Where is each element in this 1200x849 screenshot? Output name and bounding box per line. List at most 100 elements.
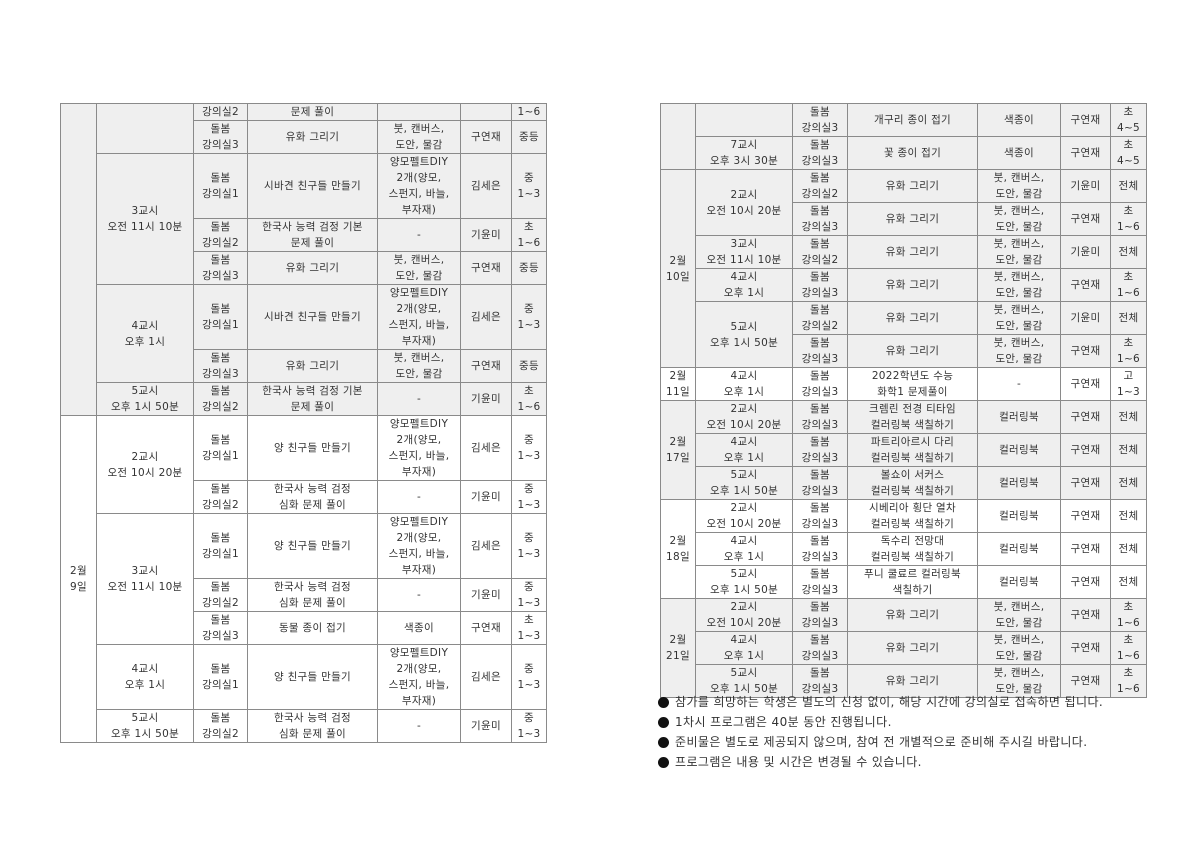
program-cell: 크렘린 전경 티타임 컬러링북 색칠하기	[847, 400, 978, 434]
materials-cell: 붓, 캔버스, 도안, 물감	[977, 631, 1061, 665]
program-cell: 한국사 능력 검정 기본 문제 풀이	[247, 382, 378, 416]
target-cell: 초 1~6	[511, 218, 547, 252]
program-cell: 문제 풀이	[247, 103, 378, 121]
target-cell: 전체	[1110, 466, 1147, 500]
period-cell	[695, 103, 793, 137]
period-cell: 5교시 오후 1시 50분	[695, 565, 793, 599]
program-cell: 시바견 친구들 만들기	[247, 284, 378, 350]
room-cell: 돌봄 강의실3	[792, 367, 848, 401]
teacher-cell: 구연재	[460, 120, 512, 154]
room-cell: 돌봄 강의실3	[792, 499, 848, 533]
materials-cell: 붓, 캔버스, 도안, 물감	[977, 202, 1061, 236]
target-cell: 중 1~3	[511, 153, 547, 219]
room-cell: 돌봄 강의실1	[193, 644, 248, 710]
room-cell: 돌봄 강의실3	[792, 664, 848, 698]
teacher-cell: 구연재	[1060, 433, 1111, 467]
program-cell: 개구리 종이 접기	[847, 103, 978, 137]
room-cell: 돌봄 강의실1	[193, 284, 248, 350]
target-cell: 초 1~6	[1110, 664, 1147, 698]
target-cell: 중 1~3	[511, 415, 547, 481]
table-row: 돌봄 강의실2 한국사 능력 검정 심화 문제 풀이 - 기윤미 중 1~3	[61, 578, 547, 612]
note-text: 1차시 프로그램은 40분 동안 진행됩니다.	[675, 715, 892, 729]
target-cell: 초 1~6	[1110, 631, 1147, 665]
target-cell: 전체	[1110, 565, 1147, 599]
date-cell: 2월 10일	[660, 169, 696, 368]
table-row: 3교시 오전 11시 10분 돌봄 강의실2 유화 그리기 붓, 캔버스, 도안, 물…	[661, 235, 1147, 269]
teacher-cell: 구연재	[1060, 202, 1111, 236]
table-row: 돌봄 강의실3 동물 종이 접기 색종이 구연재 초 1~3	[61, 611, 547, 645]
date-cell: 2월 21일	[660, 598, 696, 698]
table-row: 4교시 오후 1시 돌봄 강의실1 양 친구들 만들기 양모펠트DIY 2개(양모, …	[61, 644, 547, 710]
materials-cell: 컬러링북	[977, 565, 1061, 599]
target-cell: 전체	[1110, 499, 1147, 533]
target-cell: 전체	[1110, 169, 1147, 203]
program-cell: 유화 그리기	[847, 598, 978, 632]
target-cell: 초 1~6	[1110, 268, 1147, 302]
program-cell: 꽃 종이 접기	[847, 136, 978, 170]
date-cell: 2월 9일	[60, 415, 97, 743]
teacher-cell: 구연재	[1060, 334, 1111, 368]
materials-cell: 붓, 캔버스, 도안, 물감	[977, 598, 1061, 632]
target-cell: 전체	[1110, 433, 1147, 467]
room-cell: 돌봄 강의실2	[193, 218, 248, 252]
room-cell: 돌봄 강의실2	[193, 578, 248, 612]
room-cell: 돌봄 강의실3	[792, 631, 848, 665]
room-cell: 돌봄 강의실1	[193, 513, 248, 579]
room-cell: 돌봄 강의실1	[193, 153, 248, 219]
table-row: 5교시 오후 1시 50분 돌봄 강의실3 푸니 쿨료르 컬러링북 색칠하기 컬러링북…	[661, 565, 1147, 599]
table-row: 2월 9일 2교시 오전 10시 20분 돌봄 강의실1 양 친구들 만들기 양모펠트D…	[60, 415, 547, 743]
period-cell: 3교시 오전 11시 10분	[96, 153, 194, 285]
materials-cell: -	[377, 382, 461, 416]
table-row: 4교시 오후 1시 돌봄 강의실1 시바견 친구들 만들기 양모펠트DIY 2개(양모…	[61, 284, 547, 383]
teacher-cell: 구연재	[1060, 532, 1111, 566]
table-row: 4교시 오후 1시 돌봄 강의실3 독수리 전망대 컬러링북 색칠하기 컬러링북 구연재…	[661, 532, 1147, 566]
table-row: 5교시 오후 1시 50분 돌봄 강의실3 유화 그리기 붓, 캔버스, 도안, 물감…	[661, 664, 1147, 698]
period-cell: 2교시 오전 10시 20분	[695, 169, 793, 236]
date-cell	[660, 103, 696, 170]
target-cell: 초 1~3	[511, 611, 547, 645]
table-row: 5교시 오후 1시 50분 돌봄 강의실2 한국사 능력 검정 심화 문제 풀이 - 기…	[61, 709, 547, 743]
materials-cell: 붓, 캔버스, 도안, 물감	[977, 334, 1061, 368]
teacher-cell: 구연재	[1060, 367, 1111, 401]
program-cell: 동물 종이 접기	[247, 611, 378, 645]
materials-cell: 붓, 캔버스, 도안, 물감	[377, 251, 461, 285]
teacher-cell: 기윤미	[460, 382, 512, 416]
materials-cell: 붓, 캔버스, 도안, 물감	[977, 235, 1061, 269]
table-row: 돌봄 강의실2 한국사 능력 검정 기본 문제 풀이 - 기윤미 초 1~6	[61, 218, 547, 252]
table-row: 2월 18일 2교시 오전 10시 20분 돌봄 강의실3 시베리아 횡단 열차 컬러…	[660, 499, 1147, 599]
materials-cell: -	[377, 578, 461, 612]
teacher-cell: 기윤미	[460, 578, 512, 612]
room-cell: 강의실2	[193, 103, 248, 121]
note-text: 참가를 희망하는 학생은 별도의 신청 없이, 해당 시간에 강의실로 접속하면…	[675, 695, 1104, 709]
target-cell: 초 1~6	[1110, 202, 1147, 236]
materials-cell: 컬러링북	[977, 466, 1061, 500]
target-cell: 중 1~3	[511, 513, 547, 579]
note-item: 프로그램은 내용 및 시간은 변경될 수 있습니다.	[658, 752, 1103, 772]
teacher-cell: 구연재	[460, 251, 512, 285]
date-cell: 2월 11일	[660, 367, 696, 401]
target-cell: 초 1~6	[511, 382, 547, 416]
teacher-cell: 김세은	[460, 284, 512, 350]
teacher-cell: 기윤미	[1060, 169, 1111, 203]
table-row: 3교시 오전 11시 10분 돌봄 강의실1 양 친구들 만들기 양모펠트DIY 2개…	[61, 513, 547, 645]
materials-cell: 컬러링북	[977, 433, 1061, 467]
teacher-cell: 구연재	[1060, 136, 1111, 170]
teacher-cell: 구연재	[460, 349, 512, 383]
teacher-cell: 김세은	[460, 644, 512, 710]
materials-cell: 컬러링북	[977, 499, 1061, 533]
program-cell: 한국사 능력 검정 기본 문제 풀이	[247, 218, 378, 252]
table-row: 2월 10일 2교시 오전 10시 20분 돌봄 강의실2 유화 그리기 붓, 캔버스,…	[660, 169, 1147, 368]
period-cell: 4교시 오후 1시	[695, 631, 793, 665]
target-cell: 중등	[511, 120, 547, 154]
room-cell: 돌봄 강의실2	[792, 235, 848, 269]
room-cell: 돌봄 강의실3	[193, 120, 248, 154]
target-cell: 중 1~3	[511, 709, 547, 743]
room-cell: 돌봄 강의실3	[193, 251, 248, 285]
table-row: 4교시 오후 1시 돌봄 강의실3 유화 그리기 붓, 캔버스, 도안, 물감 구연재 초…	[661, 268, 1147, 302]
program-cell: 유화 그리기	[247, 120, 378, 154]
room-cell: 돌봄 강의실3	[792, 433, 848, 467]
program-cell: 유화 그리기	[847, 235, 978, 269]
program-cell: 푸니 쿨료르 컬러링북 색칠하기	[847, 565, 978, 599]
teacher-cell: 김세은	[460, 153, 512, 219]
room-cell: 돌봄 강의실3	[792, 103, 848, 137]
